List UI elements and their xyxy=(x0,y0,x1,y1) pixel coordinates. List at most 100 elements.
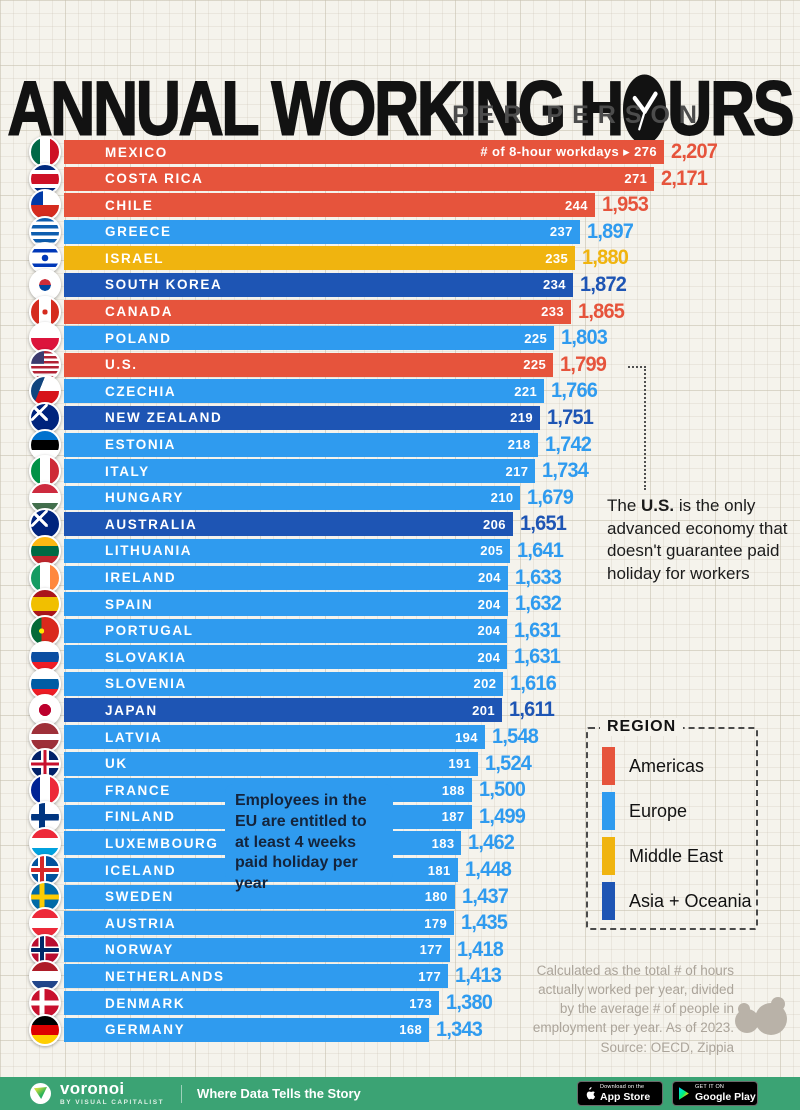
bar: PORTUGAL 204 xyxy=(64,618,508,643)
hours-value: 1,435 xyxy=(461,911,508,935)
hours-value: 1,897 xyxy=(586,219,634,243)
workdays-value: 233 xyxy=(541,304,565,320)
legend-swatch xyxy=(602,882,615,920)
legend-items: Americas Europe Middle East Asia + Oceania xyxy=(602,747,756,920)
workdays-value: 204 xyxy=(477,623,501,639)
bar-row: SOUTH KOREA 234 1,872 xyxy=(0,268,800,301)
bar-row: SWEDEN 180 1,437 xyxy=(0,880,800,913)
bar-rows: MEXICO # of 8-hour workdays ▸ 276 2,207 COS… xyxy=(0,136,800,1046)
hours-value: 1,524 xyxy=(485,751,532,775)
hours-value: 1,803 xyxy=(561,326,608,350)
workdays-value: 188 xyxy=(441,782,465,798)
bar: AUSTRIA 179 xyxy=(64,911,455,936)
country-label: LITHUANIA xyxy=(105,543,193,559)
workdays-value: 187 xyxy=(441,809,465,825)
bar-row: CANADA 233 1,865 xyxy=(0,295,800,328)
country-label: LATVIA xyxy=(105,729,163,745)
hours-value: 1,734 xyxy=(542,459,589,483)
bar: ITALY 217 xyxy=(64,459,536,484)
hours-value: 1,631 xyxy=(514,645,561,669)
hours-value: 1,380 xyxy=(446,991,493,1014)
bar-row: PORTUGAL 204 1,631 xyxy=(0,614,800,647)
us-callout-line-vertical xyxy=(644,366,646,490)
workdays-value: 173 xyxy=(409,995,433,1011)
legend-item: Middle East xyxy=(602,837,756,875)
country-label: CZECHIA xyxy=(105,383,177,399)
source-note-line: employment per year. As of 2023. xyxy=(532,1020,734,1036)
workdays-value: 210 xyxy=(490,490,514,506)
bar: GERMANY 168 xyxy=(64,1017,430,1042)
hours-value: 1,742 xyxy=(544,432,592,456)
bar: LATVIA 194 xyxy=(64,725,485,750)
legend-label: Middle East xyxy=(629,845,724,866)
legend-swatch xyxy=(602,747,615,785)
workdays-value: 219 xyxy=(510,410,534,426)
bar-row: UK 191 1,524 xyxy=(0,747,800,780)
country-label: GERMANY xyxy=(105,1022,186,1038)
region-legend: REGION Americas Europe Middle East Asia + O… xyxy=(586,718,758,930)
country-label: SPAIN xyxy=(105,596,154,612)
hours-value: 1,437 xyxy=(461,884,509,908)
hours-value: 1,865 xyxy=(578,299,625,323)
hours-value: 1,632 xyxy=(514,592,562,616)
voronoi-logo-icon xyxy=(30,1083,51,1104)
country-label: AUSTRALIA xyxy=(105,516,198,532)
bar: SOUTH KOREA 234 xyxy=(64,272,573,297)
bar: U.S. 225 xyxy=(64,352,554,377)
country-label: SLOVAKIA xyxy=(105,649,187,665)
source-note-line: actually worked per year, divided xyxy=(538,982,734,998)
brand-subtitle: BY VISUAL CAPITALIST xyxy=(60,1099,165,1107)
workdays-value: # of 8-hour workdays ▸ 276 xyxy=(480,144,657,159)
hours-value: 1,751 xyxy=(547,405,594,429)
workdays-value: 235 xyxy=(545,250,569,266)
country-label: U.S. xyxy=(105,357,138,373)
hours-value: 1,413 xyxy=(455,964,502,988)
bar: CANADA 233 xyxy=(64,299,572,324)
hours-value: 1,616 xyxy=(510,671,557,695)
store-badges: Download on the App Store GET IT ON Goog… xyxy=(577,1081,758,1106)
source-note-line: by the average # of people in xyxy=(559,1001,734,1017)
bar-row: AUSTRALIA 206 1,651 xyxy=(0,508,800,541)
bar: IRELAND 204 xyxy=(64,565,508,590)
country-label: MEXICO xyxy=(105,144,168,160)
country-label: LUXEMBOURG xyxy=(105,835,219,851)
flag-icon xyxy=(29,987,61,1019)
google-play-badge[interactable]: GET IT ON Google Play xyxy=(672,1081,758,1106)
brand-block: voronoi BY VISUAL CAPITALIST xyxy=(60,1080,164,1107)
workdays-value: 168 xyxy=(399,1022,423,1038)
app-store-badge[interactable]: Download on the App Store xyxy=(577,1081,663,1106)
workdays-value: 191 xyxy=(448,756,472,772)
country-label: SWEDEN xyxy=(105,889,174,905)
bar-row: ISRAEL 235 1,880 xyxy=(0,242,800,275)
country-label: CANADA xyxy=(105,304,174,320)
workdays-value: 201 xyxy=(472,702,495,718)
clock-icon xyxy=(623,74,667,144)
bar: AUSTRALIA 206 xyxy=(64,512,513,537)
page-title: ANNUAL WORKING H URS xyxy=(0,66,800,153)
hours-value: 1,418 xyxy=(456,937,504,961)
hours-value: 2,171 xyxy=(661,166,708,190)
bar-row: DENMARK 173 1,380 xyxy=(0,987,800,1019)
country-label: UK xyxy=(105,756,128,772)
eu-annotation-post: are entitled to at least 4 weeks paid ho… xyxy=(235,812,367,893)
google-play-icon xyxy=(679,1087,690,1100)
country-label: CHILE xyxy=(105,197,154,213)
country-label: FRANCE xyxy=(105,782,171,798)
footer-tagline: Where Data Tells the Story xyxy=(197,1086,361,1101)
workdays-value: 177 xyxy=(419,942,443,958)
bar: SLOVENIA 202 xyxy=(64,671,504,696)
bar-row: LATVIA 194 1,548 xyxy=(0,721,800,754)
google-play-bottom-label: Google Play xyxy=(695,1090,756,1103)
hours-value: 2,207 xyxy=(671,140,718,163)
flag-icon xyxy=(29,933,61,966)
workdays-value: 204 xyxy=(477,649,501,665)
hours-value: 1,499 xyxy=(478,804,526,828)
google-play-top-label: GET IT ON xyxy=(695,1084,725,1090)
title-part1: ANNUAL WORKING H xyxy=(7,66,625,152)
title-part2: URS xyxy=(667,66,796,152)
hours-value: 1,462 xyxy=(468,831,515,855)
workdays-value: 218 xyxy=(507,437,531,453)
bar: JAPAN 201 xyxy=(64,698,502,723)
bar: SWEDEN 180 xyxy=(64,884,455,909)
google-play-text: GET IT ON Google Play xyxy=(695,1084,756,1103)
